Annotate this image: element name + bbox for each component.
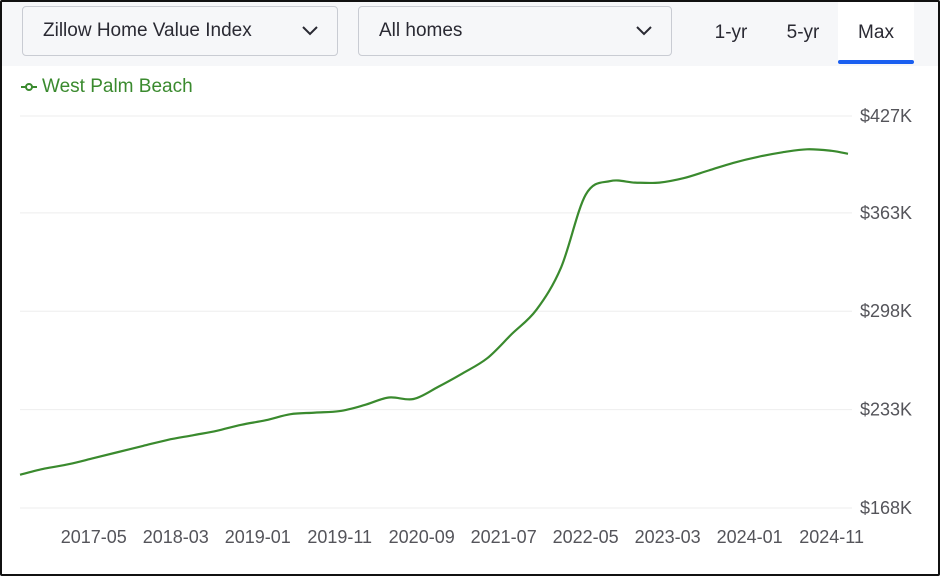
- line-marker-icon: [20, 81, 38, 93]
- x-tick-label: 2019-11: [307, 527, 372, 547]
- x-tick-label: 2023-03: [635, 527, 701, 547]
- chevron-down-icon: [635, 22, 653, 40]
- x-axis-ticks: 2017-05 2018-03 2019-01 2019-11 2020-09 2021-…: [61, 527, 864, 547]
- x-tick-label: 2024-01: [717, 527, 783, 547]
- x-tick-label: 2017-05: [61, 527, 127, 547]
- range-tab-5yr[interactable]: 5-yr: [786, 22, 820, 43]
- home-type-select-value: All homes: [379, 20, 463, 41]
- y-tick-label: $363K: [860, 203, 912, 223]
- metric-select[interactable]: Zillow Home Value Index: [22, 6, 338, 56]
- series-layer: [19, 148, 849, 476]
- y-tick-label: $298K: [860, 301, 912, 321]
- y-tick-label: $427K: [860, 106, 912, 126]
- x-tick-label: 2019-01: [225, 527, 291, 547]
- chart-toolbar: Zillow Home Value Index All homes 1-yr 5…: [2, 2, 938, 66]
- range-tab-max[interactable]: Max: [838, 2, 914, 64]
- x-tick-label: 2024-11: [799, 527, 864, 547]
- legend-series-label: West Palm Beach: [42, 76, 193, 97]
- grid-lines: [20, 115, 852, 509]
- series-line-west-palm-beach[interactable]: [19, 148, 849, 476]
- y-tick-label: $168K: [860, 498, 912, 518]
- y-tick-label: $233K: [860, 400, 912, 420]
- x-tick-label: 2020-09: [389, 527, 455, 547]
- home-type-select[interactable]: All homes: [358, 6, 672, 56]
- chevron-down-icon: [301, 22, 319, 40]
- y-axis-ticks: $427K $363K $298K $233K $168K: [860, 106, 912, 518]
- x-tick-label: 2021-07: [471, 527, 537, 547]
- metric-select-value: Zillow Home Value Index: [43, 20, 252, 41]
- range-tab-1yr[interactable]: 1-yr: [714, 22, 748, 43]
- x-tick-label: 2022-05: [553, 527, 619, 547]
- chart-legend[interactable]: West Palm Beach: [20, 76, 193, 98]
- x-tick-label: 2018-03: [143, 527, 209, 547]
